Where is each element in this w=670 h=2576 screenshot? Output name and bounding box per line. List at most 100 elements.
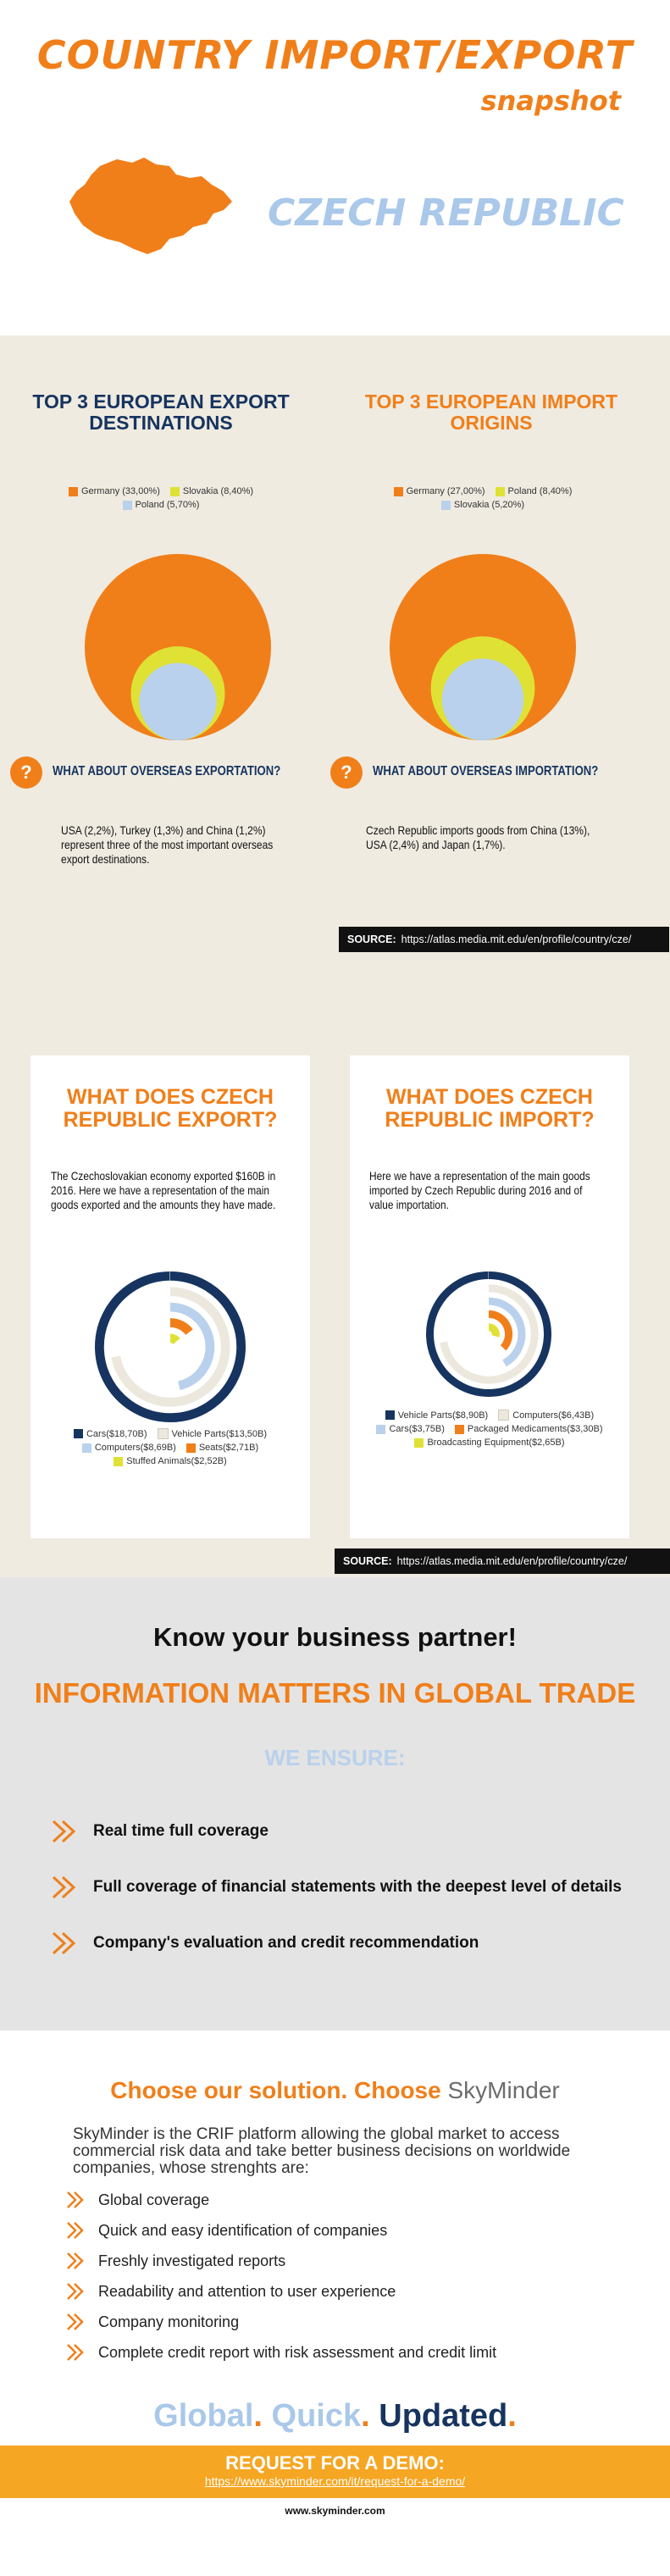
- radial-bar-1: [111, 1287, 230, 1407]
- feature-label: Complete credit report with risk assessm…: [98, 2343, 497, 2361]
- legend-label: Seats($2,71B): [198, 1443, 259, 1453]
- demo-title: REQUEST FOR A DEMO:: [225, 2452, 445, 2474]
- feature-label: Global coverage: [98, 2191, 210, 2208]
- tagline-dot: .: [253, 2398, 263, 2434]
- legend-label: Computers($8,69B): [94, 1443, 176, 1453]
- legend-item: Cars($18,70B): [73, 1428, 147, 1439]
- legend-swatch: [498, 1410, 510, 1421]
- legend-item: Slovakia (5,20%): [440, 500, 525, 510]
- legend-label: Computers($6,43B): [512, 1410, 595, 1421]
- bubble-2: [441, 658, 524, 740]
- country-name: CZECH REPUBLIC: [268, 191, 624, 235]
- legend-swatch: [185, 1443, 196, 1453]
- chevron-right-icon: [67, 2313, 84, 2330]
- legend-swatch: [169, 486, 180, 496]
- we-ensure-title: WE ENSURE:: [264, 1745, 406, 1770]
- chevron-right-icon: [67, 2252, 84, 2269]
- legend-label: Germany (27,00%): [406, 486, 485, 496]
- feature-label: Quick and easy identification of compani…: [98, 2221, 388, 2239]
- export-destinations-legend: Germany (33,00%) Slovakia (8,40%) Poland (…: [59, 486, 263, 510]
- chevron-right-icon: [67, 2283, 84, 2300]
- question-icon: ?: [330, 756, 363, 789]
- export-bubble-chart: [85, 554, 271, 740]
- legend-swatch: [157, 1428, 169, 1439]
- radial-bar-0: [426, 1271, 551, 1397]
- source-bar-2: SOURCE: https://atlas.media.mit.edu/en/pr…: [335, 1548, 670, 1574]
- import-radial-chart: [426, 1271, 551, 1397]
- chevron-right-icon: [52, 1875, 76, 1899]
- partner-subheading: INFORMATION MATTERS IN GLOBAL TRADE: [34, 1677, 636, 1709]
- choose-text: Choose our solution. Choose: [110, 2077, 441, 2103]
- source-link[interactable]: https://atlas.media.mit.edu/en/profile/c…: [396, 1555, 628, 1567]
- tagline-updated: Updated: [379, 2398, 508, 2434]
- legend-label: Stuffed Animals($2,52B): [126, 1456, 227, 1466]
- feature-item: Freshly investigated reports: [66, 2252, 285, 2270]
- radial-bar-3: [488, 1310, 513, 1351]
- page-title: COUNTRY IMPORT/EXPORT: [36, 32, 634, 78]
- legend-item: Broadcasting Equipment($2,65B): [414, 1438, 565, 1448]
- czech-map-icon: [69, 158, 232, 254]
- legend-label: Slovakia (8,40%): [182, 486, 254, 496]
- overseas-export-question: WHAT ABOUT OVERSEAS EXPORTATION?: [53, 764, 281, 778]
- feature-label: Readability and attention to user experi…: [98, 2282, 396, 2300]
- feature-item: Company monitoring: [66, 2313, 239, 2331]
- legend-label: Poland (5,70%): [135, 500, 200, 510]
- import-goods-card: [350, 1055, 629, 1538]
- site-link[interactable]: www.skyminder.com: [285, 2505, 385, 2517]
- legend-item: Computers($6,43B): [498, 1410, 594, 1421]
- source-link[interactable]: https://atlas.media.mit.edu/en/profile/c…: [401, 933, 632, 945]
- demo-link[interactable]: https://www.skyminder.com/it/request-for…: [204, 2474, 466, 2488]
- legend-swatch: [73, 1429, 83, 1438]
- legend-label: Packaged Medicaments($3,30B): [467, 1424, 603, 1434]
- overseas-import-text: Czech Republic imports goods from China …: [366, 823, 590, 851]
- legend-item: Stuffed Animals($2,52B): [114, 1456, 227, 1466]
- export-goods-title: WHAT DOES CZECH REPUBLIC EXPORT?: [63, 1085, 278, 1132]
- import-bubble-chart: [390, 554, 576, 740]
- legend-label: Poland (8,40%): [507, 486, 573, 496]
- partner-heading: Know your business partner!: [153, 1622, 517, 1652]
- radial-bar-4: [488, 1323, 500, 1338]
- legend-swatch: [393, 486, 403, 496]
- overseas-import-question: WHAT ABOUT OVERSEAS IMPORTATION?: [373, 764, 599, 778]
- partner-section: [0, 1577, 670, 2030]
- ensure-item-label: Real time full coverage: [93, 1822, 269, 1840]
- legend-swatch: [440, 500, 451, 510]
- legend-item: Germany (33,00%): [68, 486, 160, 496]
- import-goods-title: WHAT DOES CZECH REPUBLIC IMPORT?: [385, 1085, 595, 1132]
- legend-swatch: [81, 1443, 91, 1453]
- legend-label: Slovakia (5,20%): [453, 500, 525, 510]
- feature-item: Global coverage: [66, 2191, 209, 2209]
- legend-swatch: [68, 486, 78, 496]
- legend-swatch: [122, 500, 132, 510]
- import-goods-text: Here we have a representation of the mai…: [369, 1169, 590, 1211]
- feature-item: Quick and easy identification of compani…: [66, 2221, 387, 2240]
- export-goods-text: The Czechoslovakian economy exported $16…: [51, 1169, 276, 1211]
- legend-swatch: [454, 1424, 464, 1434]
- feature-label: Freshly investigated reports: [98, 2252, 286, 2269]
- radial-bar-2: [488, 1297, 526, 1367]
- legend-item: Germany (27,00%): [393, 486, 485, 496]
- solution-intro: SkyMinder is the CRIF platform allowing …: [73, 2125, 571, 2177]
- legend-item: Packaged Medicaments($3,30B): [454, 1424, 603, 1434]
- radial-bar-1: [440, 1284, 539, 1384]
- tagline-dot: .: [507, 2398, 517, 2434]
- legend-label: Broadcasting Equipment($2,65B): [427, 1438, 565, 1448]
- choose-heading: Choose our solution. Choose SkyMinder: [0, 2077, 670, 2104]
- source-bar: SOURCE: https://atlas.media.mit.edu/en/pr…: [339, 927, 669, 952]
- ensure-item: Full coverage of financial statements wi…: [51, 1875, 622, 1900]
- chevron-right-icon: [67, 2191, 84, 2208]
- tagline-global: Global: [153, 2398, 254, 2434]
- legend-label: Germany (33,00%): [80, 486, 160, 496]
- legend-label: Vehicle Parts($13,50B): [171, 1428, 268, 1439]
- legend-swatch: [376, 1424, 386, 1434]
- legend-item: Poland (5,70%): [122, 500, 200, 510]
- ensure-item-label: Full coverage of financial statements wi…: [93, 1878, 623, 1896]
- export-destinations-title: TOP 3 EUROPEAN EXPORT DESTINATIONS: [32, 391, 290, 434]
- chevron-right-icon: [67, 2344, 84, 2361]
- skyminder-logo: SkyMinder: [447, 2077, 560, 2103]
- radial-bar-2: [169, 1302, 215, 1390]
- radial-bar-0: [95, 1271, 246, 1422]
- legend-swatch: [495, 486, 505, 496]
- ensure-item-label: Company's evaluation and credit recommen…: [93, 1934, 479, 1952]
- legend-label: Cars($18,70B): [86, 1428, 147, 1439]
